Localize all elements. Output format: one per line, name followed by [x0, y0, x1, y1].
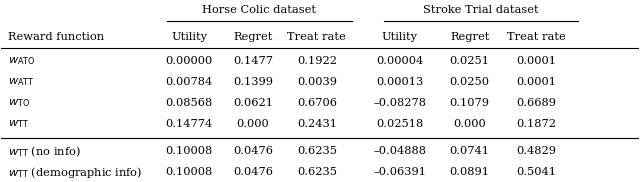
Text: 0.4829: 0.4829	[516, 147, 557, 157]
Text: –0.08278: –0.08278	[373, 98, 426, 108]
Text: 0.08568: 0.08568	[166, 98, 213, 108]
Text: 0.1922: 0.1922	[297, 56, 337, 66]
Text: 0.6235: 0.6235	[297, 147, 337, 157]
Text: 0.10008: 0.10008	[166, 167, 213, 177]
Text: Horse Colic dataset: Horse Colic dataset	[202, 5, 316, 15]
Text: –0.06391: –0.06391	[373, 167, 426, 177]
Text: 0.2431: 0.2431	[297, 119, 337, 129]
Text: 0.1477: 0.1477	[233, 56, 273, 66]
Text: 0.0001: 0.0001	[516, 77, 557, 87]
Text: $w_{\mathrm{ATO}}$: $w_{\mathrm{ATO}}$	[8, 55, 35, 67]
Text: 0.0741: 0.0741	[450, 147, 490, 157]
Text: $w_{\mathrm{ATT}}$: $w_{\mathrm{ATT}}$	[8, 76, 34, 88]
Text: Regret: Regret	[234, 32, 273, 42]
Text: Regret: Regret	[450, 32, 490, 42]
Text: 0.1872: 0.1872	[516, 119, 557, 129]
Text: Stroke Trial dataset: Stroke Trial dataset	[423, 5, 539, 15]
Text: 0.00784: 0.00784	[166, 77, 213, 87]
Text: Utility: Utility	[172, 32, 207, 42]
Text: 0.0039: 0.0039	[297, 77, 337, 87]
Text: 0.00013: 0.00013	[376, 77, 423, 87]
Text: 0.00004: 0.00004	[376, 56, 423, 66]
Text: 0.1399: 0.1399	[233, 77, 273, 87]
Text: Treat rate: Treat rate	[287, 32, 346, 42]
Text: 0.6235: 0.6235	[297, 167, 337, 177]
Text: $w_{\mathrm{TO}}$: $w_{\mathrm{TO}}$	[8, 97, 30, 109]
Text: 0.5041: 0.5041	[516, 167, 557, 177]
Text: $w_{\mathrm{TT}}$: $w_{\mathrm{TT}}$	[8, 118, 29, 130]
Text: $w_{\mathrm{TT}}$ (demographic info): $w_{\mathrm{TT}}$ (demographic info)	[8, 165, 142, 180]
Text: 0.000: 0.000	[453, 119, 486, 129]
Text: 0.02518: 0.02518	[376, 119, 423, 129]
Text: $w_{\mathrm{TT}}$ (no info): $w_{\mathrm{TT}}$ (no info)	[8, 144, 81, 159]
Text: 0.14774: 0.14774	[166, 119, 213, 129]
Text: 0.0251: 0.0251	[450, 56, 490, 66]
Text: Reward function: Reward function	[8, 32, 104, 42]
Text: 0.0001: 0.0001	[516, 56, 557, 66]
Text: –0.04888: –0.04888	[373, 147, 426, 157]
Text: 0.6706: 0.6706	[297, 98, 337, 108]
Text: 0.1079: 0.1079	[450, 98, 490, 108]
Text: Utility: Utility	[381, 32, 418, 42]
Text: 0.00000: 0.00000	[166, 56, 213, 66]
Text: 0.0476: 0.0476	[233, 167, 273, 177]
Text: 0.0250: 0.0250	[450, 77, 490, 87]
Text: Treat rate: Treat rate	[508, 32, 566, 42]
Text: 0.6689: 0.6689	[516, 98, 557, 108]
Text: 0.10008: 0.10008	[166, 147, 213, 157]
Text: 0.0476: 0.0476	[233, 147, 273, 157]
Text: 0.0891: 0.0891	[450, 167, 490, 177]
Text: 0.000: 0.000	[237, 119, 269, 129]
Text: 0.0621: 0.0621	[233, 98, 273, 108]
